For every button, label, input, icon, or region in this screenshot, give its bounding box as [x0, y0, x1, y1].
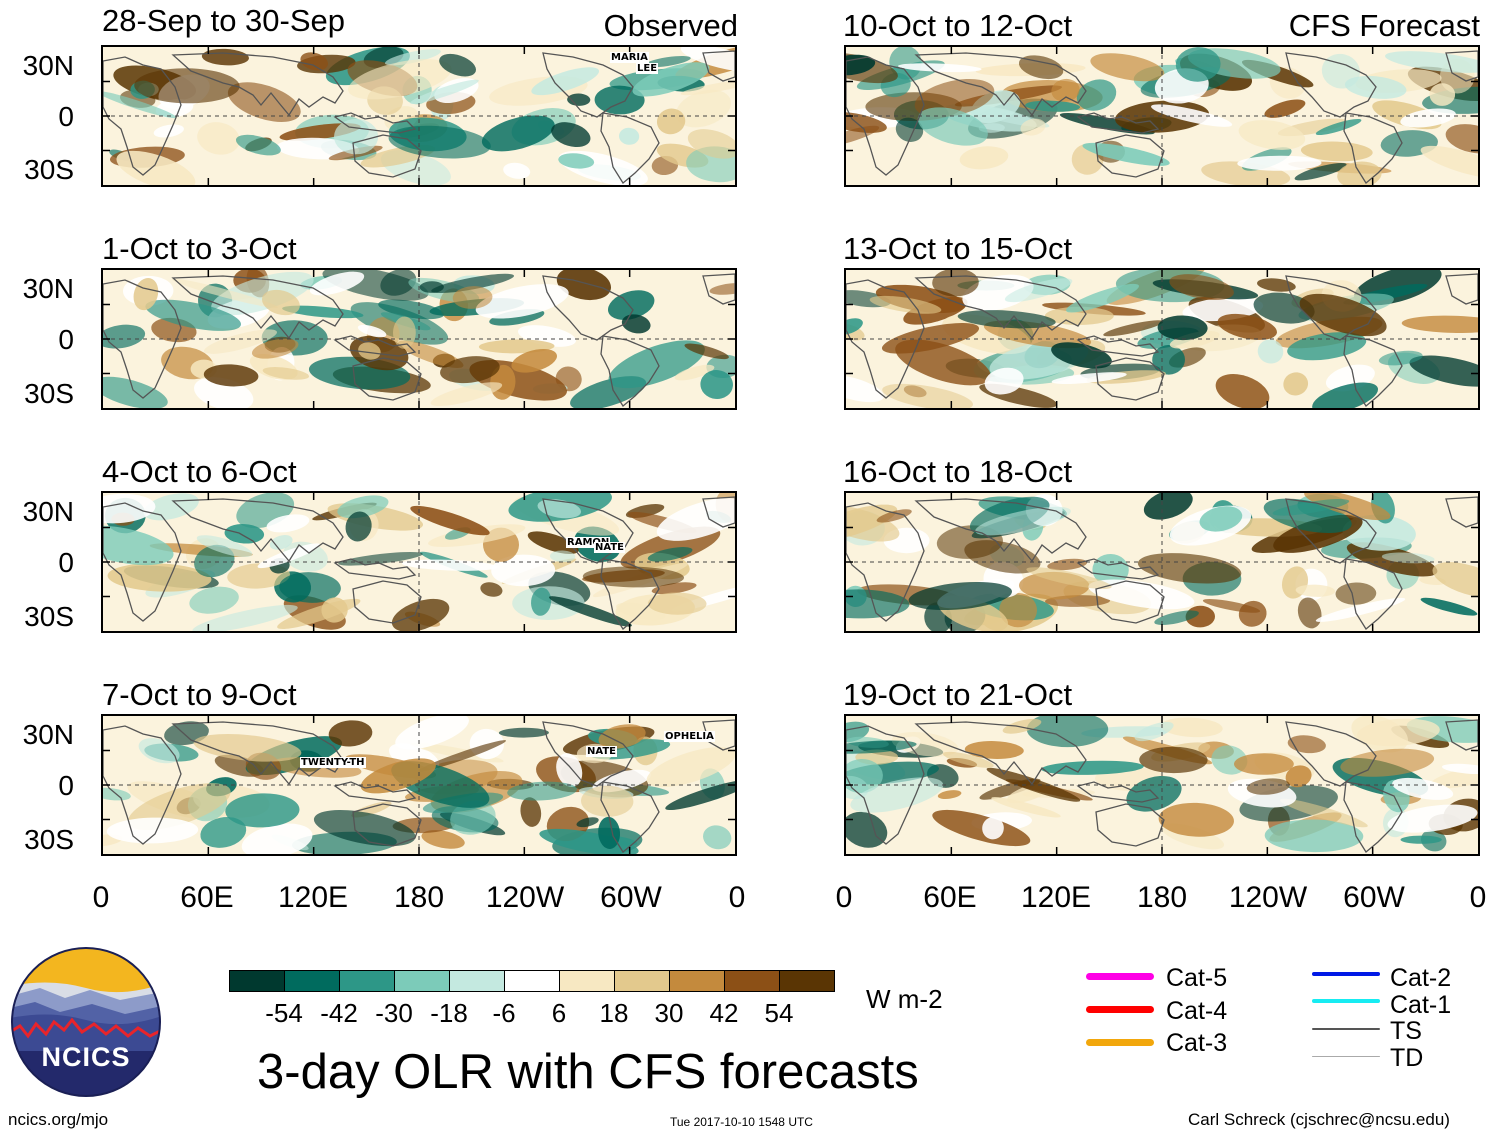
- legend-cat5-label: Cat-5: [1166, 964, 1228, 992]
- legend-cat4-label: Cat-4: [1166, 997, 1228, 1025]
- storm-label-maria: MARIA: [610, 52, 649, 63]
- lon-label-60w: 60W: [1343, 881, 1405, 914]
- lon-label-120e: 120E: [277, 881, 349, 914]
- colorbar-tick-label: -18: [430, 998, 468, 1028]
- colorbar-swatch: [669, 970, 725, 992]
- colorbar-swatch: [504, 970, 560, 992]
- legend-cat3-line: [1086, 1039, 1154, 1046]
- forecast-header: CFS Forecast: [1288, 8, 1480, 43]
- legend-cat5-line: [1086, 973, 1154, 980]
- colorbar-swatch: [724, 970, 780, 992]
- lon-label-60e: 60E: [180, 881, 234, 914]
- olr-map-forecast-1: [844, 45, 1480, 187]
- ncics-logo-text: NCICS: [41, 1042, 131, 1072]
- colorbar-swatch: [614, 970, 670, 992]
- main-title: 3-day OLR with CFS forecasts: [257, 1045, 919, 1099]
- observed-header: Observed: [603, 8, 738, 43]
- fc-panel-3-title: 16-Oct to 18-Oct: [843, 454, 1073, 489]
- legend-cat1-label: Cat-1: [1390, 991, 1452, 1019]
- olr-map-observed-4: [101, 714, 737, 856]
- colorbar-tick-label: 6: [551, 998, 567, 1028]
- lon-label-60w: 60W: [600, 881, 662, 914]
- lon-label-60e: 60E: [923, 881, 977, 914]
- legend-td-label: TD: [1390, 1044, 1424, 1072]
- legend-td-line: [1312, 1056, 1380, 1057]
- footer-url[interactable]: ncics.org/mjo: [8, 1110, 109, 1129]
- storm-label-ophelia: OPHELIA: [664, 731, 715, 742]
- colorbar-swatch: [559, 970, 615, 992]
- legend-ts-line: [1312, 1028, 1380, 1030]
- storm-label-nate: NATE: [594, 542, 625, 553]
- ncics-logo: [11, 947, 161, 1097]
- obs-panel-1-title: 28-Sep to 30-Sep: [102, 3, 346, 38]
- olr-map-forecast-2: [844, 268, 1480, 410]
- colorbar-tick-label: -54: [265, 998, 303, 1028]
- colorbar-tick-label: -6: [492, 998, 516, 1028]
- lat-label-30n: 30N: [22, 719, 74, 750]
- colorbar-swatch: [779, 970, 835, 992]
- lat-label-30n: 30N: [22, 50, 74, 81]
- legend-cat3-label: Cat-3: [1166, 1029, 1228, 1057]
- lon-label-120e: 120E: [1020, 881, 1092, 914]
- storm-label-lee: LEE: [636, 63, 659, 74]
- lon-label-0: 0: [92, 881, 110, 914]
- lon-label-120w: 120W: [485, 881, 565, 914]
- colorbar-swatch: [284, 970, 340, 992]
- fc-panel-2-title: 13-Oct to 15-Oct: [843, 231, 1073, 266]
- olr-map-observed-3: [101, 491, 737, 633]
- lat-label-30s: 30S: [24, 378, 74, 409]
- lon-label-0: 0: [835, 881, 853, 914]
- lon-label-120w: 120W: [1228, 881, 1308, 914]
- colorbar-units: W m-2: [866, 984, 943, 1014]
- olr-map-observed-2: [101, 268, 737, 410]
- colorbar-tick-label: 18: [599, 998, 629, 1028]
- lon-label-180: 180: [1136, 881, 1188, 914]
- lat-label-eq: 0: [58, 101, 74, 132]
- olr-map-forecast-3: [844, 491, 1480, 633]
- lat-label-eq: 0: [58, 324, 74, 355]
- legend-cat1-line: [1312, 999, 1380, 1003]
- fc-panel-1-title: 10-Oct to 12-Oct: [843, 8, 1073, 43]
- colorbar-tick-label: 30: [654, 998, 684, 1028]
- colorbar-tick-label: -42: [320, 998, 358, 1028]
- colorbar-swatch: [449, 970, 505, 992]
- colorbar-tick-label: 54: [764, 998, 794, 1028]
- legend-cat2-line: [1312, 972, 1380, 976]
- lat-label-30s: 30S: [24, 154, 74, 185]
- colorbar-swatch: [339, 970, 395, 992]
- footer-timestamp: Tue 2017-10-10 1548 UTC: [670, 1115, 813, 1129]
- olr-map-observed-1: [101, 45, 737, 187]
- obs-panel-3-title: 4-Oct to 6-Oct: [102, 454, 297, 489]
- lon-label-0-end: 0: [728, 881, 746, 914]
- lon-label-180: 180: [393, 881, 445, 914]
- storm-label-twenty-th: TWENTY-TH: [300, 757, 366, 768]
- lat-label-30s: 30S: [24, 601, 74, 632]
- obs-panel-4-title: 7-Oct to 9-Oct: [102, 677, 297, 712]
- fc-panel-4-title: 19-Oct to 21-Oct: [843, 677, 1073, 712]
- colorbar-tick-label: 42: [709, 998, 739, 1028]
- colorbar-tick-label: -30: [375, 998, 413, 1028]
- lat-label-30n: 30N: [22, 273, 74, 304]
- footer-credit: Carl Schreck (cjschrec@ncsu.edu): [1188, 1110, 1450, 1129]
- lon-label-0-end: 0: [1469, 881, 1487, 914]
- legend-ts-label: TS: [1390, 1017, 1422, 1045]
- lat-label-30s: 30S: [24, 824, 74, 855]
- legend-cat4-line: [1086, 1006, 1154, 1013]
- obs-panel-2-title: 1-Oct to 3-Oct: [102, 231, 297, 266]
- lat-label-30n: 30N: [22, 496, 74, 527]
- lat-label-eq: 0: [58, 547, 74, 578]
- lat-label-eq: 0: [58, 770, 74, 801]
- colorbar-swatch: [394, 970, 450, 992]
- storm-label-ramon: RAMON: [566, 537, 611, 548]
- olr-map-forecast-4: [844, 714, 1480, 856]
- colorbar-swatch: [229, 970, 285, 992]
- storm-label-nate: NATE: [586, 746, 617, 757]
- legend-cat2-label: Cat-2: [1390, 964, 1452, 992]
